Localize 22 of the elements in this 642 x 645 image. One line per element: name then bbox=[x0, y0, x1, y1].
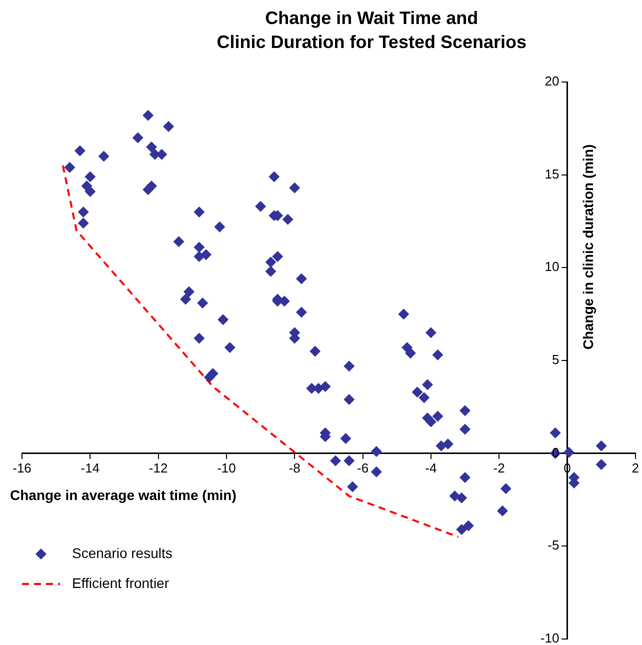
x-tick-label: 2 bbox=[632, 460, 639, 476]
x-tick-label: -12 bbox=[148, 460, 168, 476]
x-tick-label: -14 bbox=[80, 460, 100, 476]
x-tick-label: -8 bbox=[288, 460, 300, 476]
y-tick-label: -10 bbox=[540, 630, 560, 645]
y-tick-label: 5 bbox=[552, 352, 560, 368]
y-tick-label: 0 bbox=[552, 444, 560, 460]
x-tick-label: -6 bbox=[356, 460, 369, 476]
y-tick-label: 20 bbox=[544, 74, 560, 89]
x-tick-label: -10 bbox=[217, 460, 236, 476]
x-tick-label: -2 bbox=[493, 460, 505, 476]
x-tick-label: -16 bbox=[12, 460, 32, 476]
y-tick-label: 15 bbox=[544, 166, 560, 182]
legend-label: Efficient frontier bbox=[72, 574, 170, 591]
legend-label: Scenario results bbox=[72, 544, 172, 561]
chart-title: Change in Wait Time and Clinic Duration for Tested Scenarios bbox=[216, 8, 526, 52]
y-tick-label: 10 bbox=[544, 259, 560, 274]
y-axis-title: Change in clinic duration (min) bbox=[580, 144, 596, 350]
x-tick-label: -4 bbox=[425, 460, 437, 476]
y-tick-label: -5 bbox=[548, 538, 560, 553]
x-axis-title: Change in average wait time (min) bbox=[10, 487, 236, 504]
line-series bbox=[62, 164, 460, 538]
